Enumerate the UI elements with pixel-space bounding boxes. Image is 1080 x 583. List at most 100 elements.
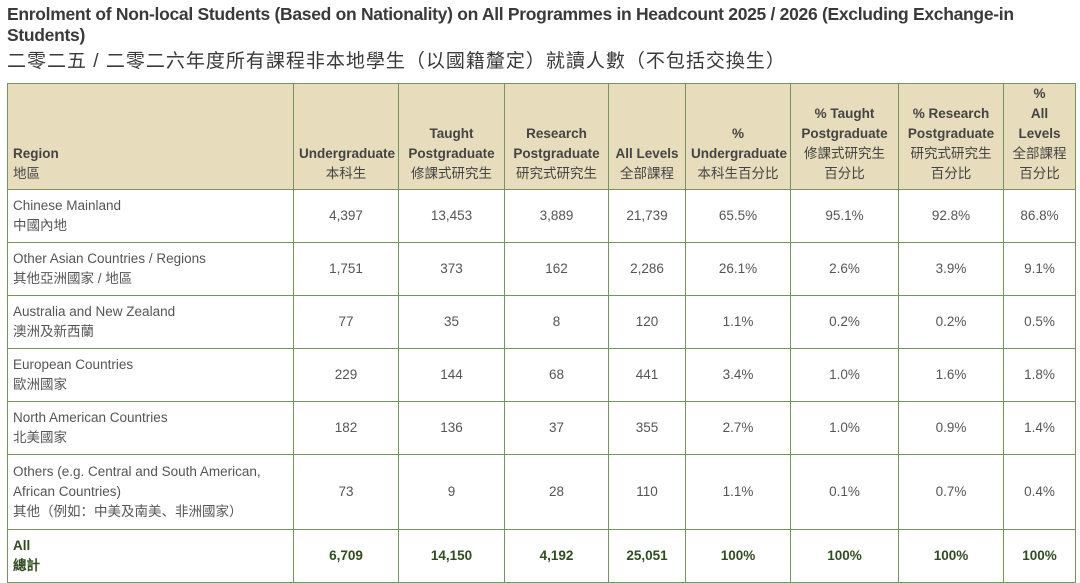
value-cell: 25,051	[608, 529, 686, 583]
total-row: All 總計 6,709 14,150 4,192 25,051 100% 100% 100% 1…	[7, 529, 1076, 583]
value-cell: 92.8%	[898, 189, 1004, 243]
column-header-en: Region	[13, 146, 59, 161]
value-cell: 120	[608, 295, 686, 349]
value-cell: 100%	[898, 529, 1004, 583]
column-header-en: All Levels	[615, 146, 679, 161]
table-row: Other Asian Countries / Regions 其他亞洲國家 / …	[7, 242, 1076, 296]
value-cell: 110	[608, 454, 686, 530]
value-cell: 73	[293, 454, 399, 530]
value-cell: 9.1%	[1003, 242, 1076, 296]
column-header-zh: 全部課程	[620, 166, 674, 181]
value-cell: 229	[293, 348, 399, 402]
value-cell: 1.0%	[790, 348, 899, 402]
region-name-zh: 歐洲國家	[13, 377, 67, 392]
value-cell: 355	[608, 401, 686, 455]
column-header-zh: 百分比	[1019, 166, 1060, 181]
region-cell: Chinese Mainland 中國內地	[7, 189, 294, 243]
column-header-en: Undergraduate	[691, 146, 788, 161]
value-cell: 3,889	[504, 189, 609, 243]
region-name-zh: 北美國家	[13, 430, 67, 445]
table-header-row: Region 地區 Undergraduate 本科生 Taught Postgradua…	[7, 83, 1076, 190]
column-header-zh: 修課式研究生	[411, 166, 492, 181]
column-header-en: %	[1033, 86, 1046, 101]
column-header-en: Postgraduate	[907, 126, 995, 141]
region-name-zh: 其他亞洲國家 / 地區	[13, 271, 133, 286]
value-cell: 1,751	[293, 242, 399, 296]
value-cell: 65.5%	[685, 189, 791, 243]
value-cell: 0.2%	[790, 295, 899, 349]
value-cell: 1.8%	[1003, 348, 1076, 402]
value-cell: 9	[398, 454, 505, 530]
value-cell: 35	[398, 295, 505, 349]
region-cell: European Countries 歐洲國家	[7, 348, 294, 402]
column-header-zh: 本科生	[325, 166, 367, 181]
column-header-en: All Levels	[1018, 106, 1061, 141]
column-header-en: % Taught	[814, 106, 875, 121]
value-cell: 37	[504, 401, 609, 455]
value-cell: 136	[398, 401, 505, 455]
column-header-zh: 研究式研究生	[516, 166, 597, 181]
region-name-en: European Countries	[13, 357, 134, 372]
region-name-en: Other Asian Countries / Regions	[13, 251, 206, 266]
value-cell: 100%	[685, 529, 791, 583]
region-name-en: Australia and New Zealand	[13, 304, 176, 319]
region-cell: Others (e.g. Central and South American,…	[7, 454, 294, 530]
value-cell: 3.4%	[685, 348, 791, 402]
value-cell: 4,397	[293, 189, 399, 243]
region-cell: North American Countries 北美國家	[7, 401, 294, 455]
value-cell: 13,453	[398, 189, 505, 243]
region-name-zh: 總計	[13, 558, 40, 573]
column-header-zh: 全部課程	[1012, 146, 1067, 161]
value-cell: 1.4%	[1003, 401, 1076, 455]
value-cell: 2,286	[608, 242, 686, 296]
value-cell: 0.5%	[1003, 295, 1076, 349]
value-cell: 100%	[790, 529, 899, 583]
value-cell: 0.1%	[790, 454, 899, 530]
column-header-en: Taught	[429, 126, 474, 141]
column-header: Region 地區	[7, 83, 294, 190]
value-cell: 100%	[1003, 529, 1076, 583]
value-cell: 182	[293, 401, 399, 455]
value-cell: 3.9%	[898, 242, 1004, 296]
value-cell: 441	[608, 348, 686, 402]
column-header-zh: 百分比	[824, 166, 865, 181]
enrolment-table: Region 地區 Undergraduate 本科生 Taught Postgradua…	[7, 83, 1076, 583]
column-header-en: Research	[526, 126, 587, 141]
region-cell: Australia and New Zealand 澳洲及新西蘭	[7, 295, 294, 349]
value-cell: 28	[504, 454, 609, 530]
value-cell: 6,709	[293, 529, 399, 583]
column-header-en: % Research	[912, 106, 990, 121]
region-name-en: North American Countries	[13, 410, 168, 425]
value-cell: 77	[293, 295, 399, 349]
column-header: % All Levels 全部課程百分比	[1003, 83, 1076, 190]
column-header-zh: 研究式研究生	[910, 146, 992, 161]
column-header-zh: 修課式研究生	[804, 146, 885, 161]
column-header: Research Postgraduate 研究式研究生	[504, 83, 609, 190]
column-header: % Research Postgraduate 研究式研究生 百分比	[898, 83, 1004, 190]
value-cell: 4,192	[504, 529, 609, 583]
column-header-zh: 地區	[13, 166, 40, 181]
region-cell: All 總計	[7, 529, 294, 583]
column-header-zh: 百分比	[930, 166, 972, 181]
table-row: North American Countries 北美國家 182 136 37 355 2…	[7, 401, 1076, 455]
value-cell: 1.6%	[898, 348, 1004, 402]
table-row: Others (e.g. Central and South American,…	[7, 454, 1076, 530]
value-cell: 1.0%	[790, 401, 899, 455]
value-cell: 1.1%	[685, 454, 791, 530]
column-header: Taught Postgraduate 修課式研究生	[398, 83, 505, 190]
page-title: Enrolment of Non-local Students (Based o…	[7, 4, 1014, 45]
column-header-zh: 本科生百分比	[697, 166, 779, 181]
region-name-zh: 澳洲及新西蘭	[13, 324, 94, 339]
column-header-en: Postgraduate	[408, 146, 495, 161]
region-name-zh: 其他（例如：中美及南美、非洲國家）	[13, 504, 243, 519]
value-cell: 26.1%	[685, 242, 791, 296]
value-cell: 0.2%	[898, 295, 1004, 349]
region-name-en: All	[13, 538, 31, 553]
table-row: Australia and New Zealand 澳洲及新西蘭 77 35 8 120 1…	[7, 295, 1076, 349]
column-header-en: %	[731, 126, 744, 141]
column-header-en: Undergraduate	[299, 146, 396, 161]
column-header: All Levels 全部課程	[608, 83, 686, 190]
value-cell: 0.9%	[898, 401, 1004, 455]
column-header-en: Postgraduate	[801, 126, 888, 141]
value-cell: 0.4%	[1003, 454, 1076, 530]
